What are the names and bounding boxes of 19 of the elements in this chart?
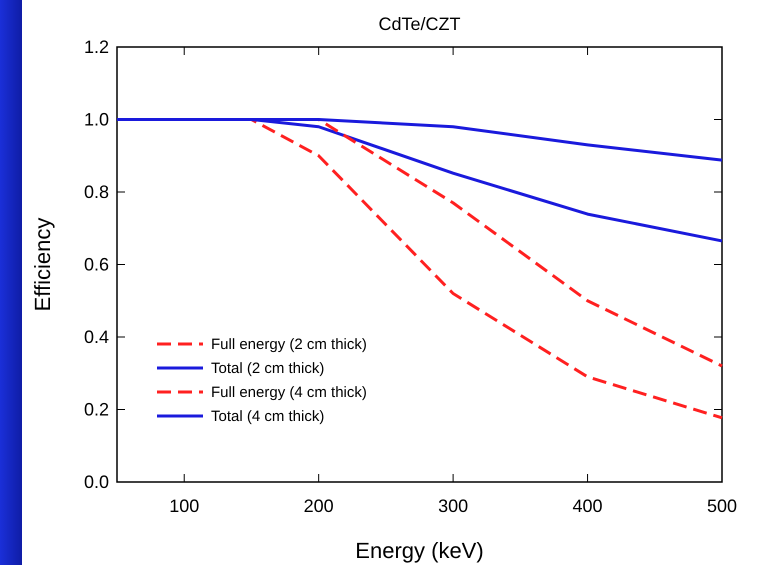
x-tick-label: 100 [169, 496, 200, 516]
legend-label: Total (2 cm thick) [211, 360, 324, 377]
y-tick-label: 0.8 [84, 182, 109, 202]
x-tick-label: 400 [572, 496, 603, 516]
y-tick-label: 1.2 [84, 37, 109, 57]
legend-label: Full energy (4 cm thick) [211, 384, 367, 401]
x-axis-title: Energy (keV) [355, 538, 484, 563]
legend-label: Full energy (2 cm thick) [211, 336, 367, 353]
legend-label: Total (4 cm thick) [211, 408, 324, 425]
x-tick-label: 500 [706, 496, 738, 516]
y-axis-title: Efficiency [30, 218, 55, 312]
x-tick-label: 200 [304, 496, 334, 516]
y-tick-label: 0.0 [84, 472, 109, 492]
x-tick-label: 300 [438, 496, 468, 516]
y-tick-label: 1.0 [84, 110, 109, 130]
y-tick-label: 0.2 [84, 400, 109, 420]
y-tick-label: 0.4 [84, 327, 109, 347]
chart-title: CdTe/CZT [378, 14, 461, 34]
y-tick-label: 0.6 [84, 254, 109, 274]
